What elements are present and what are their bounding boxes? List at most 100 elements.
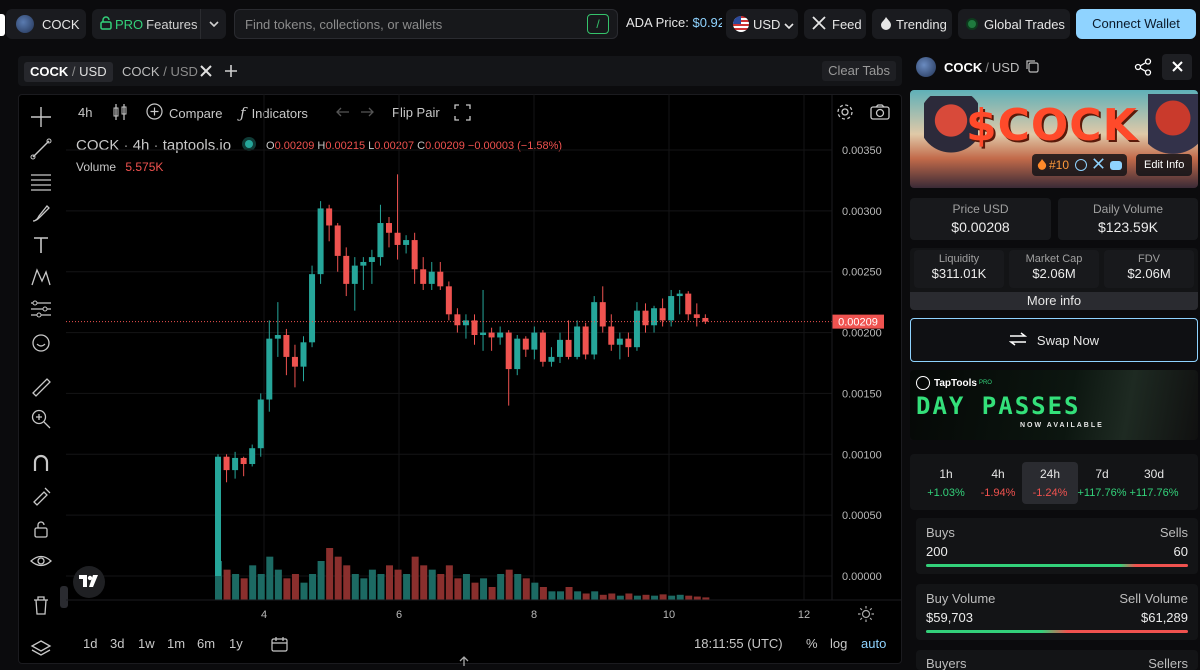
period-1m[interactable]: 1m	[167, 636, 186, 651]
candle	[480, 289, 487, 351]
price-tick-label: 0.00150	[842, 388, 882, 400]
volume-bar	[317, 561, 325, 600]
close-panel-button[interactable]	[1162, 54, 1192, 80]
brush-icon[interactable]	[30, 202, 52, 224]
currency-selector[interactable]: USD	[726, 9, 798, 39]
candle-body	[334, 225, 341, 256]
volume-label: Volume	[76, 160, 117, 174]
camera-icon[interactable]	[870, 104, 890, 123]
x-social-icon[interactable]	[1093, 158, 1104, 172]
fullscreen-icon[interactable]	[454, 104, 471, 124]
edge-indicator	[0, 14, 5, 36]
connect-wallet-button[interactable]: Connect Wallet	[1076, 9, 1196, 39]
candle	[565, 320, 572, 360]
candle	[240, 456, 247, 477]
scroll-up-icon[interactable]	[458, 654, 470, 669]
ruler-icon[interactable]	[30, 376, 52, 398]
ad-headline: DAY PASSES	[916, 392, 1081, 420]
eye-icon[interactable]	[30, 550, 52, 572]
unlock-icon[interactable]	[30, 518, 52, 540]
close-tab-icon[interactable]	[200, 65, 212, 80]
indicators-label: Indicators	[251, 105, 308, 121]
volume-bar	[659, 594, 667, 600]
chevron-down-icon[interactable]	[200, 9, 226, 39]
forecast-tool-icon[interactable]	[30, 298, 52, 320]
flip-pair-button[interactable]: Flip Pair	[392, 105, 440, 120]
lock-drawing-icon[interactable]	[30, 484, 52, 506]
period-1w[interactable]: 1w	[138, 636, 155, 651]
collapse-toolbar-handle[interactable]	[60, 586, 68, 608]
magnet-icon[interactable]	[30, 452, 52, 474]
auto-scale-button[interactable]: auto	[861, 636, 887, 651]
trending-button[interactable]: Trending	[872, 9, 952, 39]
pattern-tool-icon[interactable]	[30, 266, 52, 288]
pair-separator: /	[985, 59, 989, 75]
tab-separator: /	[163, 64, 167, 79]
copy-icon[interactable]	[1025, 59, 1039, 76]
period-1d[interactable]: 1d	[83, 636, 98, 651]
period-tab-7d[interactable]: 7d +117.76%	[1074, 462, 1130, 504]
discord-icon[interactable]	[1110, 160, 1123, 170]
candle	[574, 320, 581, 360]
crosshair-icon[interactable]	[30, 106, 52, 128]
tab-second-quote: USD	[170, 64, 198, 79]
undo-icon[interactable]	[336, 106, 350, 121]
share-icon[interactable]	[1134, 58, 1152, 79]
global-trades-button[interactable]: Global Trades	[958, 9, 1070, 39]
candle-body	[625, 338, 632, 348]
pro-features-button[interactable]: PRO Features	[92, 9, 226, 39]
log-scale-button[interactable]: log	[830, 636, 848, 651]
utc-time[interactable]: 18:11:55 (UTC)	[694, 636, 783, 651]
tradingview-logo[interactable]	[73, 566, 105, 598]
tab-active[interactable]: COCK / USD	[24, 62, 113, 82]
candle-body	[300, 342, 307, 367]
period-3d[interactable]: 3d	[110, 636, 125, 651]
day-passes-ad[interactable]: TapTools PRO DAY PASSES NOW AVAILABLE	[910, 370, 1198, 440]
trend-line-icon[interactable]	[30, 138, 52, 160]
candle	[642, 303, 649, 333]
time-tick-label: 10	[663, 609, 675, 621]
candle-body	[420, 269, 427, 284]
sun-theme-icon[interactable]	[858, 606, 874, 625]
text-tool-icon[interactable]	[30, 234, 52, 256]
period-6m[interactable]: 6m	[197, 636, 216, 651]
period-1y[interactable]: 1y	[229, 636, 243, 651]
layers-icon[interactable]	[30, 638, 52, 660]
period-tab-24h[interactable]: 24h -1.24%	[1022, 462, 1078, 504]
clear-tabs-button[interactable]: Clear Tabs	[822, 61, 896, 81]
redo-icon[interactable]	[360, 106, 374, 121]
volume-bar	[215, 561, 222, 600]
feed-button[interactable]: Feed	[804, 9, 866, 39]
indicators-button[interactable]: ƒ Indicators	[240, 104, 308, 122]
liquidity-card: Liquidity $311.01K	[914, 250, 1004, 288]
website-globe-icon[interactable]	[1075, 159, 1088, 171]
zoom-in-icon[interactable]	[30, 408, 52, 430]
more-info-button[interactable]: More info	[910, 292, 1198, 310]
volume-bar	[394, 569, 402, 600]
interval-button[interactable]: 4h	[78, 105, 93, 120]
fib-lines-icon[interactable]	[30, 170, 52, 192]
compare-button[interactable]: Compare	[146, 103, 222, 122]
ohlc-o-label: O	[266, 140, 275, 152]
search-input[interactable]	[235, 10, 575, 38]
emoji-icon[interactable]	[30, 332, 52, 354]
period-tab-30d[interactable]: 30d +117.76%	[1126, 462, 1182, 504]
candle-type-icon[interactable]	[112, 103, 128, 124]
price-chart[interactable]: 0.00350 0.00300 0.00250 0.00200 0.00150 0.001…	[18, 94, 902, 664]
candle	[668, 289, 675, 327]
percent-scale-button[interactable]: %	[806, 636, 818, 651]
edit-info-button[interactable]: Edit Info	[1136, 154, 1193, 176]
candle-body	[676, 293, 683, 297]
period-tab-4h[interactable]: 4h -1.94%	[970, 462, 1026, 504]
tab-second[interactable]: COCK / USD	[122, 62, 198, 82]
features-label: Features	[146, 16, 198, 32]
swap-now-button[interactable]: Swap Now	[910, 318, 1198, 362]
fire-icon	[1037, 158, 1047, 173]
period-tab-1h[interactable]: 1h +1.03%	[918, 462, 974, 504]
settings-gear-icon[interactable]	[836, 103, 854, 124]
last-price-tag	[832, 314, 884, 329]
add-tab-icon[interactable]	[224, 64, 238, 81]
trash-icon[interactable]	[30, 594, 52, 616]
token-selector[interactable]: COCK	[6, 9, 86, 39]
date-range-icon[interactable]	[271, 636, 288, 655]
